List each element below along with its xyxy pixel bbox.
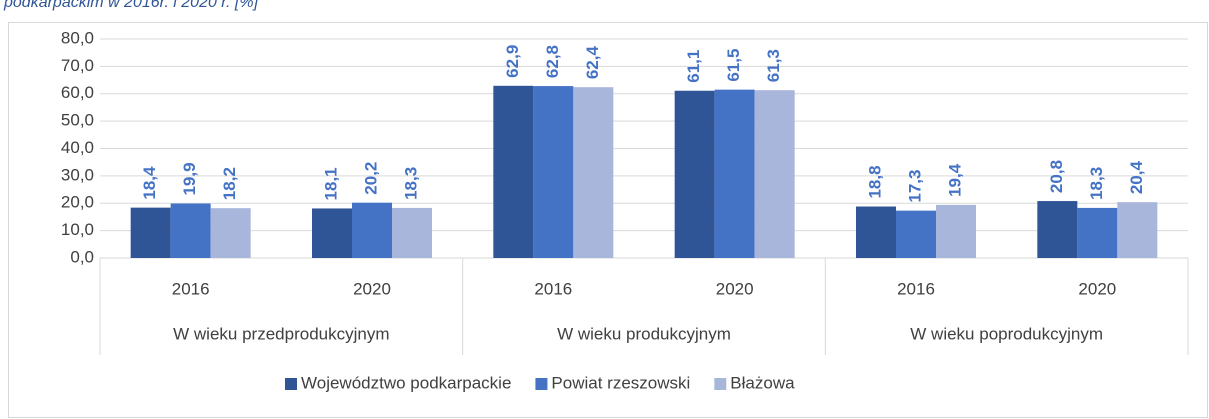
- chart-border: [8, 22, 1208, 418]
- legend-swatch: [285, 378, 297, 390]
- x-tick-label: 2016: [534, 279, 572, 298]
- legend-label: Województwo podkarpackie: [301, 373, 511, 392]
- y-tick-label: 50,0: [61, 111, 94, 130]
- bar: [210, 208, 251, 258]
- group-label: W wieku poprodukcyjnym: [910, 324, 1103, 343]
- data-label: 17,3: [905, 170, 924, 203]
- bar: [1077, 207, 1118, 258]
- x-tick-label: 2020: [353, 279, 391, 298]
- data-label: 19,9: [180, 162, 199, 195]
- data-label: 61,1: [684, 50, 703, 83]
- bar: [896, 210, 936, 258]
- bar: [533, 86, 574, 259]
- data-label: 20,8: [1047, 160, 1066, 193]
- bar: [1037, 201, 1078, 258]
- data-label: 18,3: [1087, 167, 1106, 200]
- legend-swatch: [714, 378, 727, 390]
- y-tick-label: 60,0: [61, 83, 94, 102]
- data-label: 18,2: [220, 167, 239, 200]
- group-label: W wieku produkcyjnym: [557, 324, 731, 343]
- group-label: W wieku przedprodukcyjnym: [173, 324, 389, 343]
- bar: [856, 206, 896, 258]
- bar: [312, 208, 352, 258]
- y-tick-label: 40,0: [61, 138, 94, 157]
- data-label: 62,9: [503, 45, 522, 78]
- y-tick-label: 0,0: [70, 247, 94, 266]
- y-tick-label: 70,0: [61, 56, 94, 75]
- bar: [392, 207, 432, 258]
- data-label: 18,3: [401, 167, 420, 200]
- bar: [714, 89, 755, 258]
- y-tick-label: 10,0: [61, 220, 94, 239]
- bar: [170, 203, 211, 258]
- bar: [352, 202, 392, 258]
- bar: [754, 90, 795, 258]
- data-label: 62,8: [543, 45, 562, 78]
- data-label: 18,8: [865, 165, 884, 198]
- data-label: 61,5: [724, 49, 743, 82]
- data-label: 18,4: [140, 166, 159, 200]
- legend-label: Powiat rzeszowski: [551, 373, 690, 392]
- bar: [573, 87, 614, 259]
- x-tick-label: 2016: [897, 279, 935, 298]
- data-label: 61,3: [764, 49, 783, 82]
- data-label: 62,4: [583, 46, 602, 80]
- x-tick-label: 2020: [716, 279, 754, 298]
- y-tick-label: 30,0: [61, 165, 94, 184]
- y-tick-label: 80,0: [61, 28, 94, 47]
- bar: [1117, 202, 1158, 258]
- data-label: 18,1: [321, 167, 340, 200]
- x-tick-label: 2016: [172, 279, 210, 298]
- bar: [936, 204, 976, 258]
- y-tick-label: 20,0: [61, 193, 94, 212]
- bar: [674, 90, 715, 259]
- bar: [130, 207, 171, 258]
- data-label: 19,4: [945, 163, 964, 197]
- bar: [493, 85, 534, 258]
- legend-label: Błażowa: [730, 373, 795, 392]
- chart-title: podkarpackim w 2016r. i 2020 r. [%]: [3, 0, 259, 11]
- data-label: 20,4: [1127, 161, 1146, 195]
- x-tick-label: 2020: [1078, 279, 1116, 298]
- legend-swatch: [535, 378, 548, 390]
- data-label: 20,2: [361, 162, 380, 195]
